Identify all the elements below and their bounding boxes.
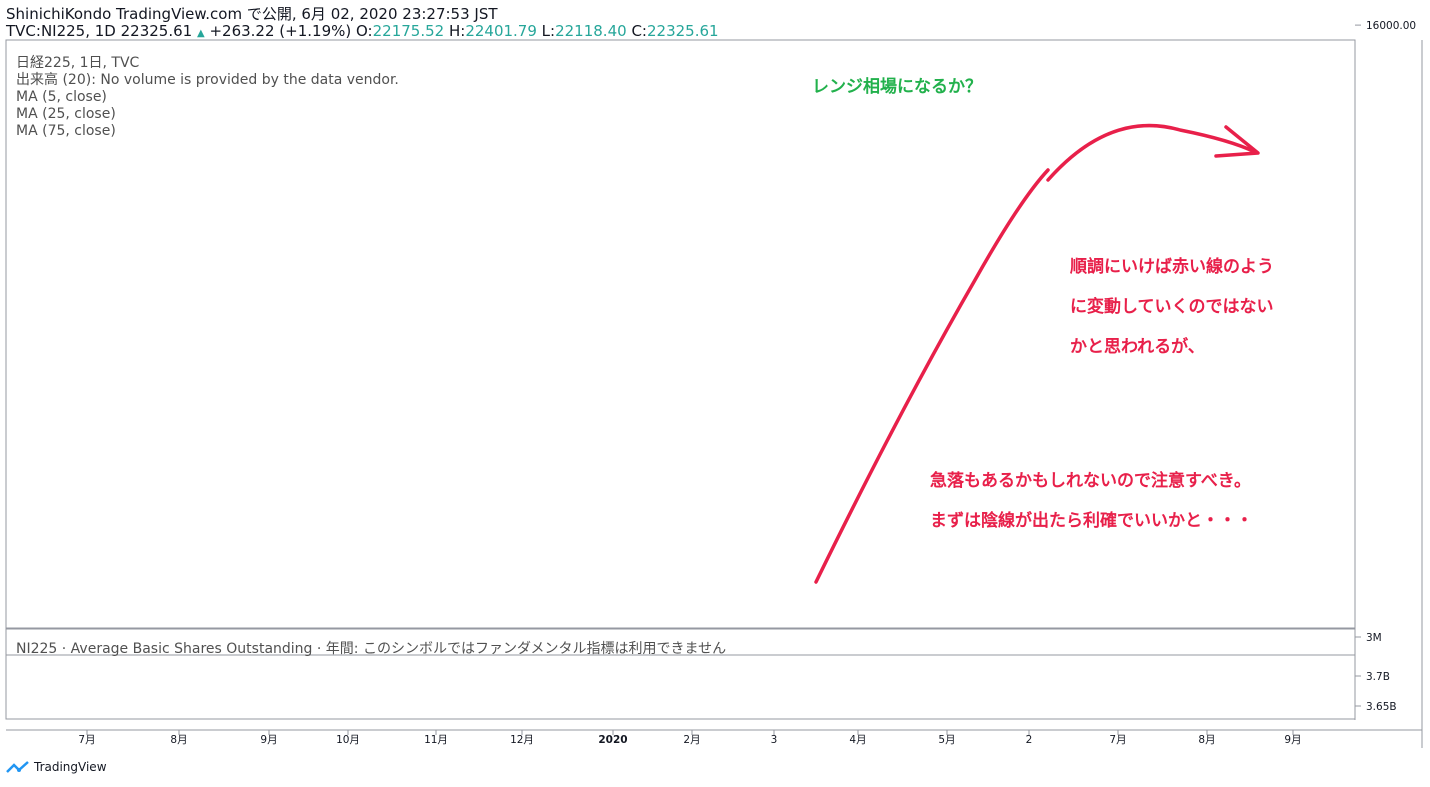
legend-volume[interactable]: 出来高 (20): No volume is provided by the d…	[16, 72, 399, 88]
x-tick-label: 7月	[78, 734, 95, 746]
open-value: 22175.52	[372, 22, 445, 40]
pane2-tick-label: 3.7B	[1366, 671, 1390, 683]
x-tick-label: 12月	[510, 734, 534, 746]
symbol-label: TVC:NI225, 1D 22325.61	[6, 22, 193, 40]
x-tick-label: 4月	[849, 734, 866, 746]
publish-info: ShinichiKondo TradingView.com で公開, 6月 02…	[6, 5, 498, 23]
legend-title[interactable]: 日経225, 1日, TVC	[16, 55, 140, 71]
low-label: L:	[541, 22, 556, 40]
x-tick-label: 8月	[1198, 734, 1215, 746]
change-value: +263.22 (+1.19%)	[209, 22, 352, 40]
pane2-tick-label: 3M	[1366, 632, 1382, 644]
chart-grid	[5, 39, 1356, 720]
x-tick-label: 2020	[598, 734, 627, 746]
x-tick-label: 8月	[170, 734, 187, 746]
fundamentals-pane-label: NI225 · Average Basic Shares Outstanding…	[16, 641, 727, 657]
x-tick-label: 5月	[938, 734, 955, 746]
tradingview-logo-icon	[6, 761, 29, 773]
range-annotation: レンジ相場になるか？	[812, 77, 982, 97]
x-tick-label: 2月	[683, 734, 700, 746]
high-value: 22401.79	[465, 22, 537, 40]
ohlc-bar: TVC:NI225, 1D 22325.61 ▲ +263.22 (+1.19%…	[6, 23, 719, 42]
tradingview-brand: TradingView	[34, 760, 107, 774]
chart-axes: 16000.0016500.0017000.0017500.0018000.00…	[6, 0, 1423, 748]
trend-line	[814, 168, 1050, 584]
forecast-arrow-head-icon	[1214, 125, 1260, 158]
x-tick-label: 9月	[1284, 734, 1301, 746]
y-tick-label: 16000.00	[1366, 20, 1416, 32]
x-tick-label: 10月	[336, 734, 360, 746]
red-annotation-5: まずは陰線が出たら利確でいいかと・・・	[930, 511, 1253, 531]
legend-ma25[interactable]: MA (25, close)	[16, 106, 116, 122]
up-arrow-icon: ▲	[196, 28, 205, 39]
x-tick-label: 11月	[424, 734, 448, 746]
pane2-tick-label: 3.65B	[1366, 701, 1397, 713]
x-tick-label: 2	[1026, 734, 1033, 746]
x-tick-label: 9月	[260, 734, 277, 746]
red-annotation-3: かと思われるが、	[1070, 337, 1205, 357]
legend-ma5[interactable]: MA (5, close)	[16, 89, 107, 105]
tradingview-logo[interactable]: TradingView	[6, 760, 107, 774]
forecast-arrow-curve	[1046, 123, 1257, 182]
red-annotation-1: 順調にいけば赤い線のよう	[1070, 257, 1274, 277]
high-label: H:	[448, 22, 466, 40]
open-label: O:	[356, 22, 373, 40]
y-tick-label: 16500.00	[1366, 0, 1416, 1]
legend-ma75[interactable]: MA (75, close)	[16, 123, 116, 139]
red-annotation-2: に変動していくのではない	[1070, 297, 1274, 317]
close-value: 22325.61	[646, 22, 719, 40]
low-value: 22118.40	[555, 22, 627, 40]
drawing-overlays: 22325.61	[814, 123, 1260, 584]
x-tick-label: 7月	[1109, 734, 1126, 746]
red-annotation-4: 急落もあるかもしれないので注意すべき。	[930, 471, 1251, 491]
x-tick-label: 3	[771, 734, 778, 746]
close-label: C:	[631, 22, 647, 40]
